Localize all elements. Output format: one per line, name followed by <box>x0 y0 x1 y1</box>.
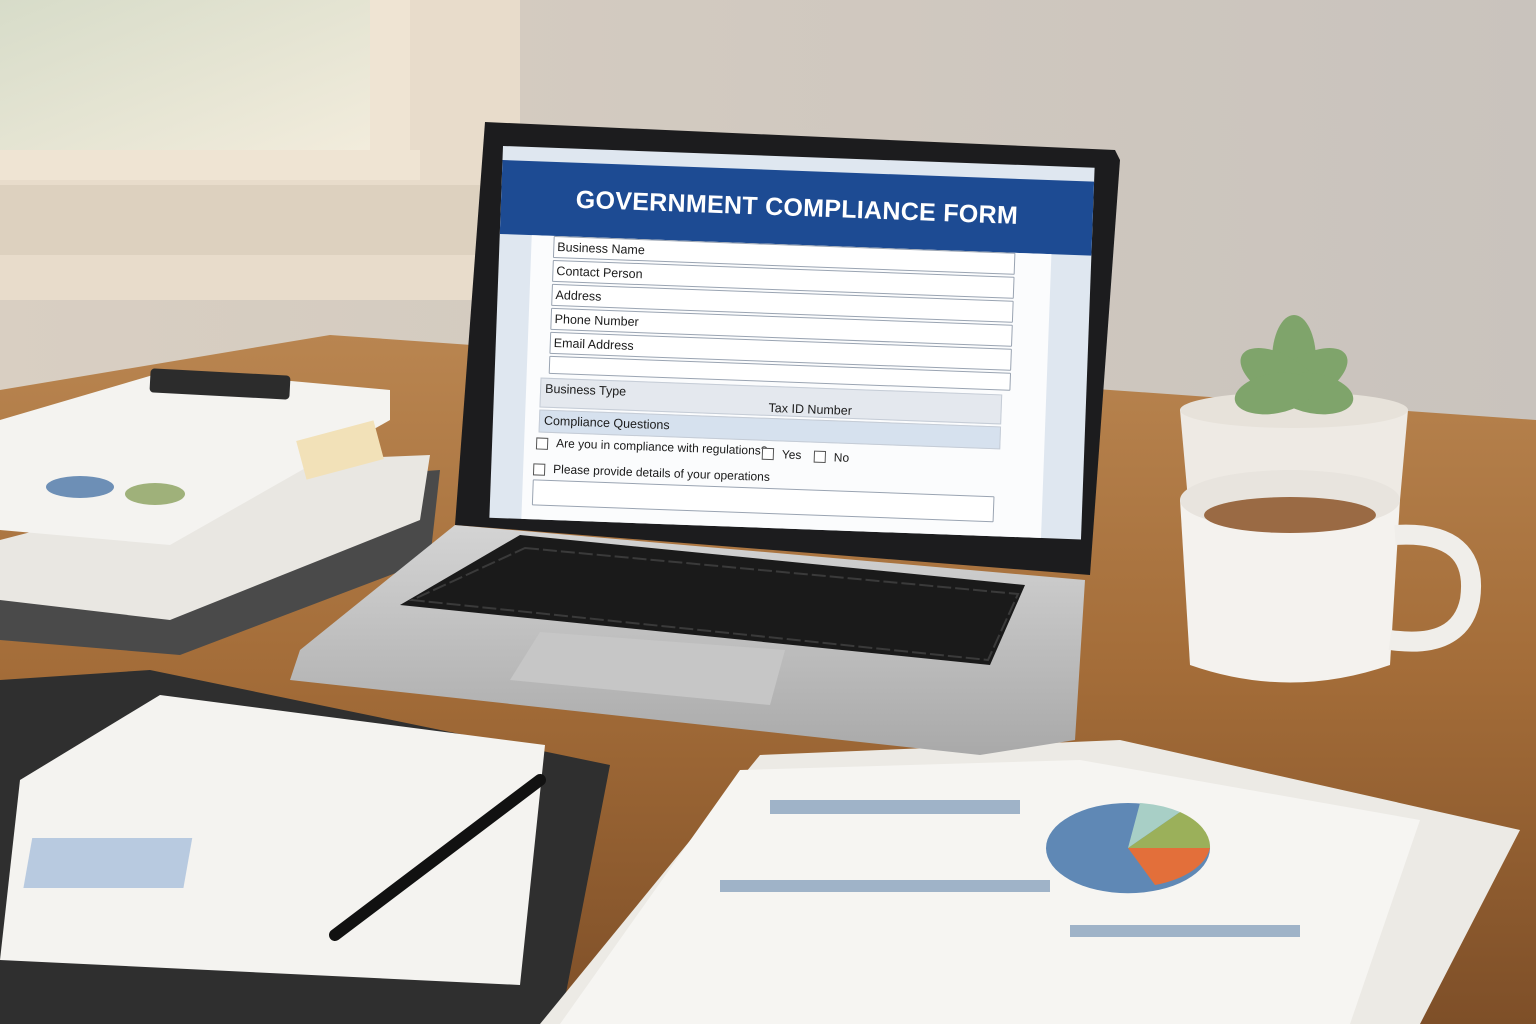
window <box>0 0 520 300</box>
operations-details-field[interactable] <box>531 479 995 523</box>
document-stack-right <box>540 740 1520 1024</box>
form-panel: Business Name Contact Person Address Pho… <box>521 235 1052 540</box>
yes-checkbox[interactable] <box>761 447 775 461</box>
question-2-checkbox[interactable] <box>532 463 546 476</box>
no-checkbox[interactable] <box>813 450 827 464</box>
clipboard-left <box>0 670 610 1024</box>
business-type-label: Business Type <box>544 381 627 399</box>
yes-label: Yes <box>781 447 802 463</box>
tax-id-label: Tax ID Number <box>768 400 853 418</box>
question-1-checkbox[interactable] <box>535 437 549 450</box>
no-label: No <box>833 450 850 465</box>
form-title: GOVERNMENT COMPLIANCE FORM <box>575 185 1019 230</box>
document-stack-left <box>0 368 440 655</box>
laptop-screen: GOVERNMENT COMPLIANCE FORM Business Name… <box>489 146 1095 540</box>
coffee-mug <box>1180 470 1482 683</box>
